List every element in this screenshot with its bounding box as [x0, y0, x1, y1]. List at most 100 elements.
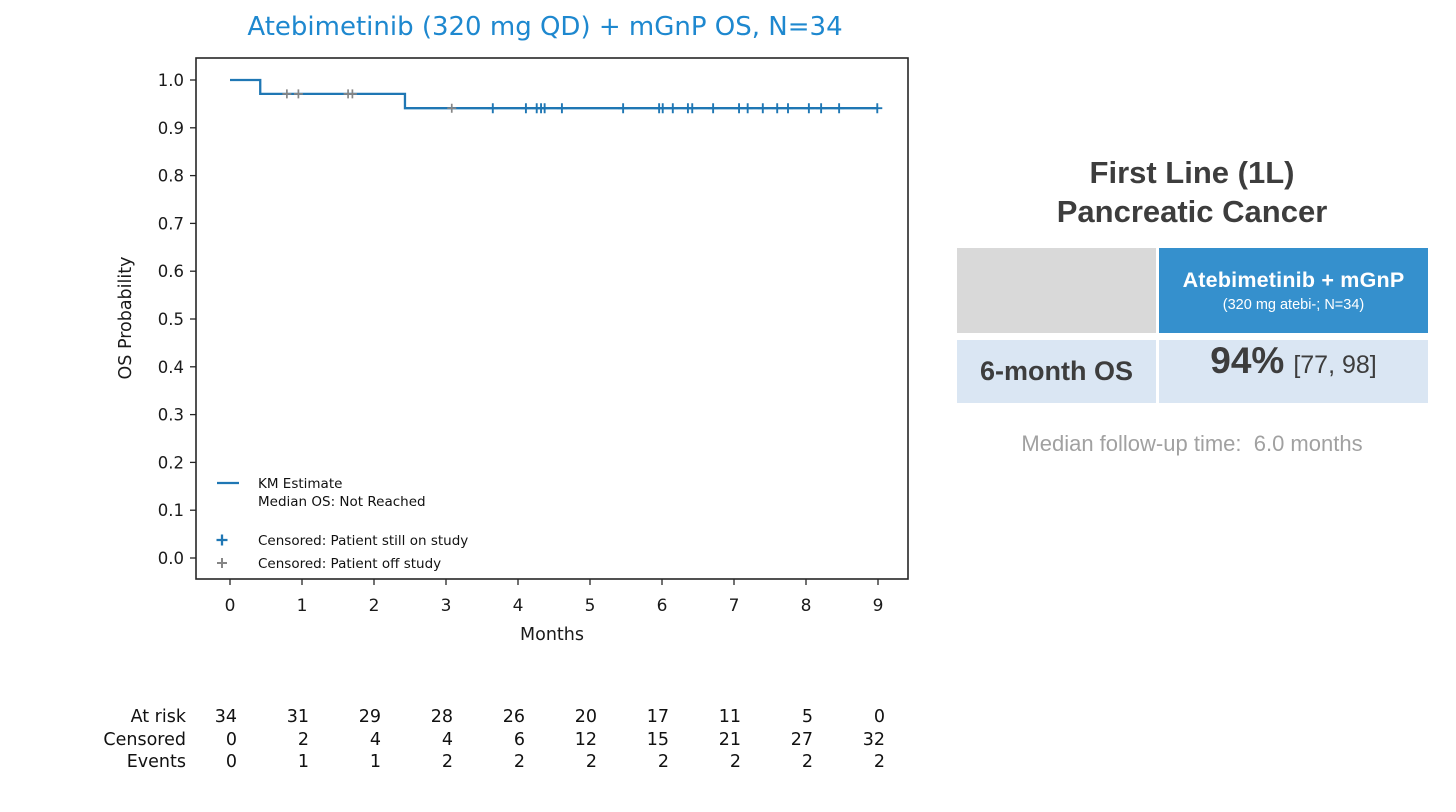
at-risk-value: 2: [874, 752, 885, 772]
y-tick-label: 0.1: [158, 501, 184, 520]
metric-value-cell: 94% [77, 98]: [1159, 340, 1428, 403]
censored-off-study-marks: [282, 89, 457, 113]
at-risk-value: 6: [514, 730, 525, 750]
x-tick-label: 5: [585, 596, 596, 616]
at-risk-value: 2: [514, 752, 525, 772]
censor-on-study-mark: [708, 103, 719, 114]
censor-on-study-mark: [757, 103, 768, 114]
censor-on-study-mark: [657, 103, 668, 114]
legend-censor-on-study-label: Censored: Patient still on study: [258, 533, 468, 549]
censor-on-study-mark: [687, 103, 698, 114]
at-risk-value: 1: [298, 752, 309, 772]
at-risk-value: 2: [442, 752, 453, 772]
censor-on-study-mark: [816, 103, 827, 114]
censor-on-study-mark: [487, 103, 498, 114]
results-table-empty-cell: [957, 248, 1156, 333]
at-risk-value: 26: [503, 707, 525, 727]
os-percentage-value: 94%: [1210, 340, 1285, 381]
censor-on-study-mark: [618, 103, 629, 114]
x-tick-label: 6: [657, 596, 668, 616]
y-tick-label: 0.5: [158, 310, 184, 329]
at-risk-value: 32: [863, 730, 885, 750]
legend: KM Estimate Median OS: Not Reached Censore…: [216, 476, 468, 572]
censor-on-study-mark: [772, 103, 783, 114]
censor-on-study-mark: [667, 103, 678, 114]
y-tick-label: 1.0: [158, 71, 184, 90]
censor-on-study-mark: [742, 103, 753, 114]
legend-censor-on-study-marker: [216, 534, 228, 546]
x-tick-label: 8: [801, 596, 812, 616]
km-chart: Atebimetinib (320 mg QD) + mGnP OS, N=34…: [103, 12, 909, 772]
results-table: Atebimetinib + mGnP (320 mg atebi-; N=34…: [957, 248, 1428, 403]
right-panel-title-line1: First Line (1L): [1089, 155, 1295, 190]
at-risk-value: 4: [442, 730, 453, 750]
at-risk-value: 5: [802, 707, 813, 727]
treatment-arm-name: Atebimetinib + mGnP: [1182, 268, 1405, 292]
at-risk-value: 2: [586, 752, 597, 772]
right-panel-title-line2: Pancreatic Cancer: [1056, 194, 1328, 229]
censor-on-study-mark: [783, 103, 793, 114]
at-risk-value: 15: [647, 730, 669, 750]
x-tick-label: 7: [729, 596, 740, 616]
y-tick-label: 0.7: [158, 214, 184, 233]
at-risk-value: 2: [658, 752, 669, 772]
at-risk-value: 21: [719, 730, 741, 750]
y-tick-label: 0.2: [158, 453, 184, 472]
legend-km-estimate-label: KM Estimate: [258, 476, 342, 492]
y-tick-label: 0.8: [158, 167, 184, 186]
at-risk-value: 4: [370, 730, 381, 750]
at-risk-value: 1: [370, 752, 381, 772]
legend-censor-off-study-label: Censored: Patient off study: [258, 556, 441, 572]
y-tick-label: 0.3: [158, 406, 184, 425]
censor-on-study-mark: [520, 103, 531, 114]
at-risk-value: 29: [359, 707, 381, 727]
x-tick-label: 2: [369, 596, 380, 616]
y-tick-label: 0.0: [158, 549, 184, 568]
x-tick-label: 4: [513, 596, 524, 616]
at-risk-value: 34: [215, 707, 237, 727]
at-risk-row-label: At risk: [131, 707, 187, 727]
censor-on-study-mark: [872, 103, 883, 114]
os-confidence-interval: [77, 98]: [1293, 351, 1377, 379]
censor-on-study-mark: [539, 103, 550, 114]
treatment-arm-subtitle: (320 mg atebi-; N=34): [1222, 297, 1365, 313]
median-followup-note: Median follow-up time: 6.0 months: [1021, 431, 1363, 456]
at-risk-value: 31: [287, 707, 309, 727]
at-risk-value: 17: [647, 707, 669, 727]
censor-on-study-mark: [834, 103, 845, 114]
censor-off-study-mark: [293, 89, 303, 99]
censor-on-study-mark: [734, 103, 745, 114]
at-risk-value: 28: [431, 707, 453, 727]
legend-median-os-label: Median OS: Not Reached: [258, 494, 426, 510]
km-estimate-curve: [230, 78, 878, 110]
censored-on-study-marks: [487, 103, 883, 114]
censor-off-study-mark: [447, 103, 457, 113]
censor-off-study-mark: [347, 89, 357, 99]
right-panel-title: First Line (1L) Pancreatic Cancer: [952, 153, 1432, 231]
y-tick-label: 0.6: [158, 262, 184, 281]
x-axis-label: Months: [520, 625, 584, 645]
at-risk-value: 0: [226, 730, 237, 750]
at-risk-value: 12: [575, 730, 597, 750]
chart-title: Atebimetinib (320 mg QD) + mGnP OS, N=34: [247, 12, 842, 42]
metric-label-cell: 6-month OS: [957, 340, 1156, 403]
censor-on-study-mark: [803, 103, 814, 114]
at-risk-value: 2: [298, 730, 309, 750]
y-tick-label: 0.4: [158, 358, 184, 377]
at-risk-row-label: Events: [127, 752, 186, 772]
at-risk-row-label: Censored: [103, 730, 186, 750]
at-risk-value: 20: [575, 707, 597, 727]
x-tick-label: 1: [297, 596, 308, 616]
axes: 1.0 0.9 0.8 0.7 0.6 0.5 0.4 0.3 0.2 0.1 0.0 0 1 2 3 4 5 6…: [116, 57, 909, 645]
censor-on-study-mark: [556, 103, 567, 114]
at-risk-value: 11: [719, 707, 741, 727]
at-risk-value: 27: [791, 730, 813, 750]
at-risk-value: 0: [226, 752, 237, 772]
x-tick-label: 3: [441, 596, 452, 616]
x-tick-label: 9: [873, 596, 884, 616]
x-tick-label: 0: [225, 596, 236, 616]
y-tick-label: 0.9: [158, 119, 184, 138]
at-risk-value: 0: [874, 707, 885, 727]
